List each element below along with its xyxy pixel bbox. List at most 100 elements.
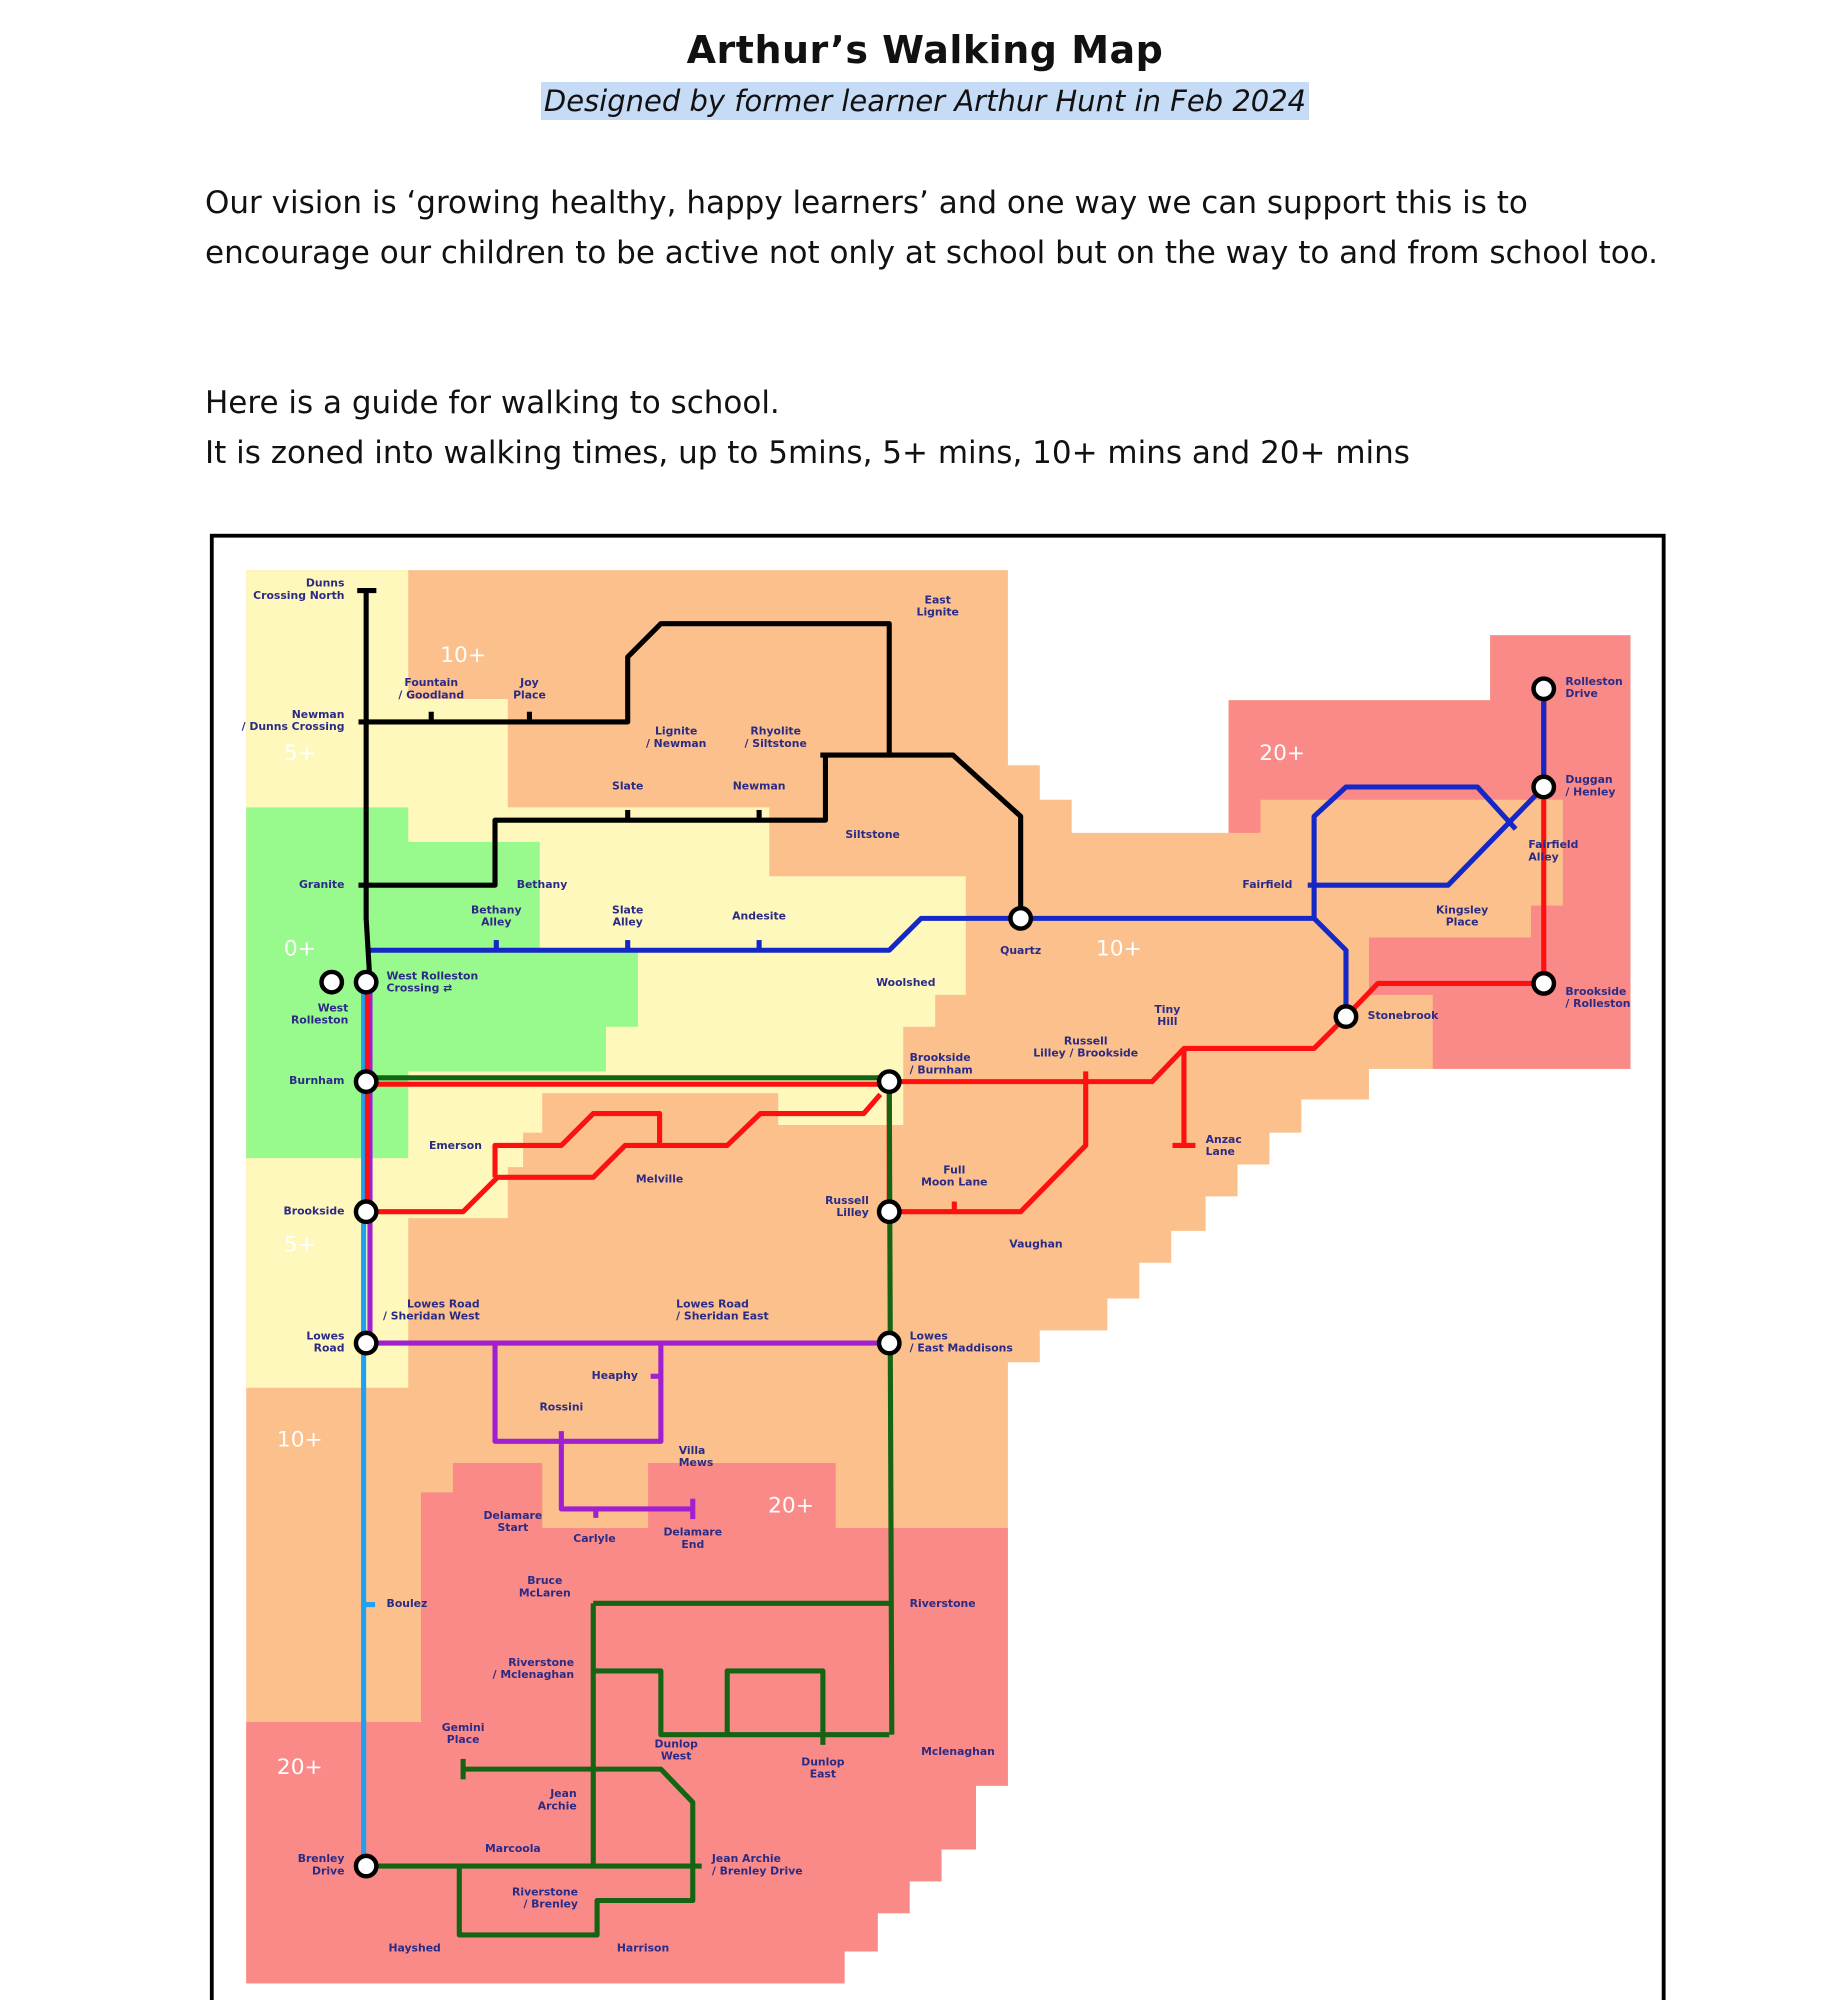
station-label-line: / Brenley Drive xyxy=(712,1864,803,1877)
zone-label: 10+ xyxy=(1096,936,1142,961)
station-label: Full Moon Lane xyxy=(921,1163,987,1188)
black-quartz xyxy=(820,752,1024,919)
station-label-line: Lignite xyxy=(917,605,959,618)
station-label: Duggan / Henley xyxy=(1565,773,1615,798)
station-label-line: Newman xyxy=(733,780,786,793)
zone-label: 0+ xyxy=(284,936,316,961)
station-label-line: Anzac xyxy=(1206,1133,1242,1146)
station-label-line: Gemini xyxy=(442,1721,485,1734)
zone-label: 5+ xyxy=(284,741,316,766)
station-label: Fountain / Goodland xyxy=(398,676,464,701)
station-label-line: Fairfield xyxy=(1242,878,1292,891)
subtitle-container: Designed by former learner Arthur Hunt i… xyxy=(0,82,1841,120)
station-label-line: / Rolleston xyxy=(1565,997,1630,1010)
green-mclenaghan xyxy=(593,1668,890,1738)
station-label-line: / Henley xyxy=(1565,785,1615,798)
interchange-station-marker xyxy=(1531,774,1557,800)
station-label-line: / Newman xyxy=(646,737,706,750)
station-label: Villa Mews xyxy=(679,1444,714,1469)
station-label-line: Brookside xyxy=(910,1051,971,1064)
station-label-line: West xyxy=(318,1001,349,1014)
interchange-station-marker xyxy=(319,969,345,995)
station-label-line: Vaughan xyxy=(1009,1237,1062,1250)
station-label-line: Lignite xyxy=(655,725,697,738)
station-label-line: / Sheridan East xyxy=(676,1310,769,1323)
station-label-line: Alley xyxy=(1528,850,1558,863)
station-label-line: Dunlop xyxy=(655,1737,699,1750)
station-label-line: Marcoola xyxy=(485,1842,541,1855)
station-label-line: West Rolleston xyxy=(387,970,479,983)
red-vaughan xyxy=(889,1071,1089,1215)
station-label-line: Burnham xyxy=(289,1074,344,1087)
station-label-line: / Goodland xyxy=(398,688,464,701)
station-label-line: Place xyxy=(513,688,546,701)
vision-paragraph: Our vision is ‘growing healthy, happy le… xyxy=(205,185,1658,271)
station-label-line: Rossini xyxy=(539,1401,583,1414)
red-loop-lower xyxy=(366,1092,883,1215)
station-label-line: Archie xyxy=(538,1799,577,1812)
station-label: Harrison xyxy=(617,1942,669,1955)
station-label-line: Jean Archie xyxy=(711,1852,781,1865)
map-frame xyxy=(209,533,1666,2000)
station-label: Gemini Place xyxy=(442,1721,485,1746)
zone-label: 10+ xyxy=(440,643,486,668)
station-label: Lowes Road / Sheridan East xyxy=(676,1297,769,1322)
station-label-line: Russell xyxy=(1064,1035,1108,1048)
interchange-station-marker xyxy=(353,1199,379,1225)
station-label: Boulez xyxy=(387,1597,428,1610)
station-label-line: Melville xyxy=(636,1172,683,1185)
interchange-station-marker xyxy=(876,1069,902,1095)
zones-layer: 10+ 5+ 0+ 20+ 10+ 5+ 10+ 20+ 20+ xyxy=(246,570,1631,1984)
station-label: Siltstone xyxy=(845,828,900,841)
station-label-line: Russell xyxy=(825,1194,869,1207)
blue-line xyxy=(366,915,1349,1017)
station-label: Hayshed xyxy=(388,1942,440,1955)
station-label: Slate xyxy=(612,780,643,793)
station-label: Burnham xyxy=(289,1074,344,1087)
station-label: Heaphy xyxy=(592,1369,638,1382)
interchange-station-marker xyxy=(876,1330,902,1356)
zone-20-plus-east xyxy=(1228,635,1631,1069)
station-label-line: Bethany xyxy=(517,878,568,891)
interchange-station-marker xyxy=(353,1330,379,1356)
guide-paragraph: Here is a guide for walking to school. I… xyxy=(205,378,1665,478)
station-label-line: Jean xyxy=(549,1787,576,1800)
station-label: West Rolleston xyxy=(291,1001,348,1026)
station-label-line: Joy xyxy=(519,676,539,689)
station-label: Lowes / East Maddisons xyxy=(910,1329,1013,1354)
station-label: Dunns Crossing North xyxy=(253,577,344,602)
station-label-line: Place xyxy=(447,1733,480,1746)
station-label: West Rolleston Crossing ⇄ xyxy=(387,970,479,995)
station-label-line: Road xyxy=(314,1341,345,1354)
zone-label: 10+ xyxy=(277,1427,323,1452)
station-label-line: Riverstone xyxy=(910,1597,976,1610)
station-label: Melville xyxy=(636,1172,683,1185)
station-label: Rhyolite / Siltstone xyxy=(745,725,807,750)
guide-line-1: Here is a guide for walking to school. xyxy=(205,385,780,421)
station-label: Andesite xyxy=(732,910,786,923)
zone-0-plus xyxy=(246,807,638,1159)
labels-layer: Dunns Crossing North Fountain / Goodland Joy… xyxy=(242,577,1631,1955)
station-label: Stonebrook xyxy=(1368,1009,1439,1022)
station-label: Mclenaghan xyxy=(921,1745,995,1758)
station-label-line: Delamare xyxy=(484,1509,543,1522)
station-label: Rolleston Drive xyxy=(1565,675,1622,700)
station-label: Newman / Dunns Crossing xyxy=(242,708,345,733)
station-label: Brookside / Rolleston xyxy=(1565,985,1630,1010)
station-label-line: Fountain xyxy=(404,676,458,689)
station-label-line: Hayshed xyxy=(388,1942,440,1955)
interchange-station-marker xyxy=(353,1069,379,1095)
station-label-line: Riverstone xyxy=(508,1656,574,1669)
station-label: Lignite / Newman xyxy=(646,725,706,750)
station-label-line: Andesite xyxy=(732,910,786,923)
station-label-line: Boulez xyxy=(387,1597,428,1610)
station-label: Riverstone / Mclenaghan xyxy=(493,1656,574,1681)
station-label: Jean Archie / Brenley Drive xyxy=(711,1852,803,1877)
station-label-line: Full xyxy=(943,1163,965,1176)
station-label-line: Fairfield xyxy=(1528,838,1578,851)
interchange-station-marker xyxy=(353,1853,379,1879)
station-label-line: Delamare xyxy=(663,1526,722,1539)
station-label: Quartz xyxy=(1000,944,1041,957)
station-label-line: Slate xyxy=(612,780,643,793)
